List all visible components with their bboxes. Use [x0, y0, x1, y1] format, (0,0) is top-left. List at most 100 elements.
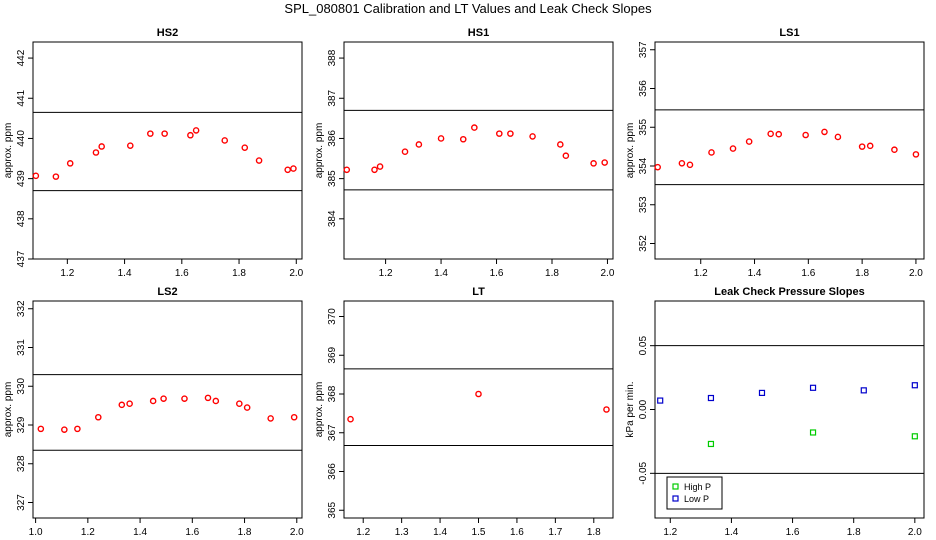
data-point: [126, 142, 134, 149]
data-point: [221, 137, 229, 144]
chart-panel-4: LS2 1.0 1.2 1.4 1.6 1.8 2.0 327 328 329 330 331 332 a…: [3, 286, 304, 538]
x-tick-label: 1.8: [855, 268, 869, 279]
y-tick-label: -0.05: [638, 461, 649, 484]
y-tick-label: 328: [16, 455, 27, 472]
data-point: [657, 397, 664, 404]
data-point: [654, 163, 661, 171]
data-point: [809, 384, 817, 391]
data-point: [707, 394, 715, 402]
data-point: [290, 165, 297, 172]
chart-title: HS1: [468, 27, 489, 39]
x-tick-label: 1.6: [175, 268, 189, 279]
x-tick-label: 1.2: [663, 527, 677, 538]
y-tick-label: 352: [638, 235, 649, 252]
y-tick-label: 386: [327, 130, 338, 147]
data-point: [255, 157, 263, 164]
data-point: [529, 133, 536, 140]
y-tick-label: 332: [16, 300, 27, 317]
x-tick-label: 1.5: [472, 527, 486, 538]
y-tick-label: 356: [638, 80, 649, 97]
y-tick-label: 330: [16, 377, 27, 394]
data-point: [603, 406, 610, 413]
data-point: [371, 166, 378, 174]
data-point: [126, 400, 133, 407]
y-tick-label: 366: [327, 463, 338, 480]
chart-title: LS2: [157, 286, 177, 298]
y-tick-label: 357: [638, 41, 649, 58]
data-point: [118, 401, 126, 409]
data-point: [834, 133, 842, 141]
chart-title: Leak Check Pressure Slopes: [714, 286, 864, 298]
y-tick-label: 367: [327, 424, 338, 441]
data-point: [212, 397, 220, 405]
data-point: [92, 149, 100, 156]
chart-panel-6: Leak Check Pressure Slopes 1.2 1.4 1.6 1.8 2.…: [625, 286, 925, 538]
data-point: [66, 160, 74, 167]
data-point: [149, 397, 157, 405]
data-point: [758, 389, 766, 397]
x-tick-label: 1.2: [81, 527, 95, 538]
y-tick-label: 370: [327, 308, 338, 325]
x-tick-label: 1.4: [724, 527, 738, 538]
data-point: [459, 135, 467, 143]
data-point: [437, 135, 445, 142]
data-point: [775, 130, 783, 138]
data-point: [236, 400, 243, 407]
y-axis-label: approx. ppm: [3, 123, 14, 179]
data-point: [708, 149, 715, 156]
y-tick-label: 365: [327, 501, 338, 518]
x-tick-label: 1.6: [510, 527, 524, 538]
y-tick-label: 442: [16, 49, 27, 66]
data-point: [415, 141, 423, 148]
y-tick-label: 331: [16, 339, 27, 356]
y-tick-label: 384: [327, 210, 338, 227]
legend-label: High P: [684, 482, 711, 492]
x-tick-label: 1.4: [118, 268, 132, 279]
data-point: [61, 426, 68, 433]
x-tick-label: 2.0: [601, 268, 615, 279]
data-point: [729, 145, 737, 152]
data-point: [187, 131, 194, 139]
data-point: [204, 394, 212, 402]
x-tick-label: 1.3: [395, 527, 409, 538]
data-point: [802, 131, 809, 139]
x-tick-label: 1.4: [433, 527, 447, 538]
x-tick-label: 1.6: [801, 268, 815, 279]
data-point: [94, 413, 102, 421]
x-tick-label: 1.8: [587, 527, 601, 538]
y-tick-label: 355: [638, 118, 649, 135]
x-tick-label: 1.8: [232, 268, 246, 279]
x-tick-label: 2.0: [289, 268, 303, 279]
data-point: [557, 141, 564, 148]
data-point: [401, 148, 409, 156]
data-point: [891, 146, 898, 154]
data-point: [866, 142, 874, 150]
chart-title: LS1: [779, 27, 799, 39]
y-tick-label: 369: [327, 346, 338, 363]
plot-frame: [343, 41, 614, 260]
y-axis-label: approx. ppm: [314, 382, 325, 438]
y-tick-label: 385: [327, 170, 338, 187]
data-point: [98, 143, 105, 150]
plot-frame: [32, 41, 303, 260]
chart-panel-1: HS2 1.2 1.4 1.6 1.8 2.0 437 438 439 440 441 442 appr…: [3, 27, 304, 279]
y-tick-label: 441: [16, 89, 27, 106]
y-axis-label: approx. ppm: [314, 123, 325, 179]
data-point: [161, 130, 168, 137]
y-tick-label: 353: [638, 196, 649, 213]
data-point: [290, 413, 298, 421]
data-point: [181, 395, 188, 402]
x-tick-label: 2.0: [290, 527, 304, 538]
data-point: [471, 124, 478, 131]
y-tick-label: 368: [327, 385, 338, 402]
data-point: [284, 166, 291, 174]
data-point: [860, 387, 867, 394]
data-point: [147, 130, 154, 137]
x-tick-label: 1.4: [434, 268, 448, 279]
data-point: [241, 144, 249, 151]
x-tick-label: 1.2: [694, 268, 708, 279]
x-tick-label: 1.8: [238, 527, 252, 538]
data-point: [767, 130, 774, 138]
data-point: [243, 404, 251, 411]
